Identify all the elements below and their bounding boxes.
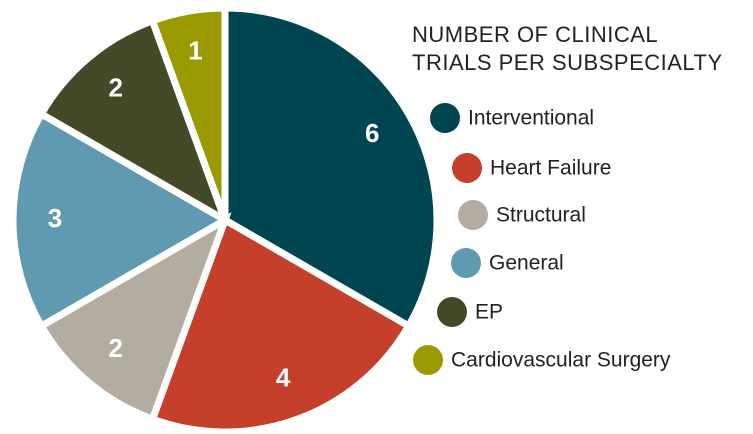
slice-label: 2 (108, 73, 122, 103)
legend-swatch (430, 103, 460, 133)
pie-slice (9, 109, 233, 331)
pie-slice (148, 4, 229, 222)
legend-label: Interventional (468, 107, 594, 130)
legend-swatch (413, 345, 443, 375)
slice-label: 2 (108, 333, 122, 363)
legend-swatch (437, 297, 467, 327)
slice-label: 4 (276, 363, 291, 393)
pie-slice (148, 214, 414, 434)
pie-slice (36, 212, 232, 424)
legend-swatch (452, 153, 482, 183)
pie-slice (221, 4, 441, 331)
legend-label: Heart Failure (490, 157, 611, 180)
slice-label: 6 (365, 118, 379, 148)
slice-label: 1 (188, 35, 202, 65)
chart-title: TRIALS PER SUBSPECIALTY (412, 50, 723, 75)
legend-label: EP (475, 301, 503, 324)
pie-slice (36, 16, 232, 228)
legend-label: Structural (496, 204, 586, 227)
chart-title: NUMBER OF CLINICAL (412, 22, 658, 47)
legend-swatch (451, 248, 481, 278)
legend-label: Cardiovascular Surgery (451, 349, 671, 372)
legend-label: General (489, 252, 564, 275)
slice-label: 3 (48, 203, 62, 233)
legend-swatch (458, 200, 488, 230)
